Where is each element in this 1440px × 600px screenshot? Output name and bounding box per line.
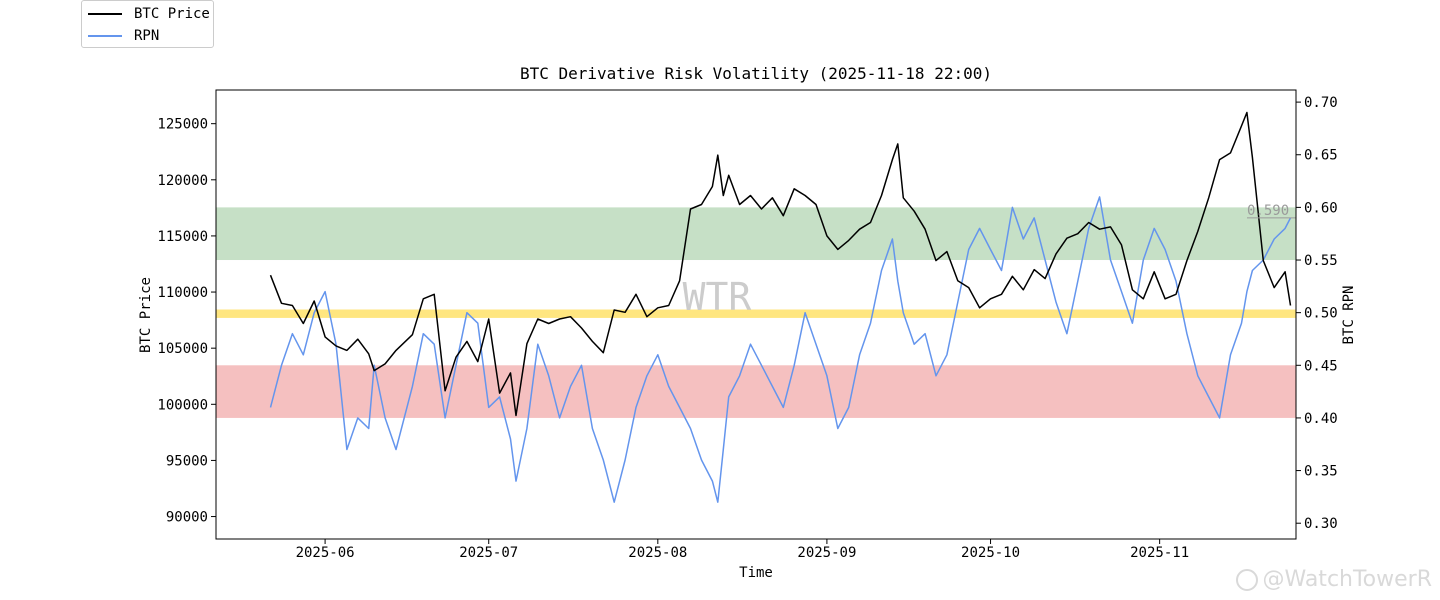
x-tick-label: 2025-11 xyxy=(1130,545,1189,561)
plot-frame xyxy=(215,89,1297,540)
y-right-tick-label: 0.50 xyxy=(1304,306,1338,322)
chart-title: BTC Derivative Risk Volatility (2025-11-… xyxy=(520,64,992,83)
last-value-label: 0.590 xyxy=(1247,203,1289,219)
high-risk-band xyxy=(216,207,1296,261)
y-right-tick-label: 0.60 xyxy=(1304,200,1338,216)
watermark-text: @WatchTowerR xyxy=(1262,567,1432,592)
legend-swatch-rpn xyxy=(88,35,122,37)
x-axis-label: Time xyxy=(739,565,773,581)
series-layer xyxy=(269,111,1296,503)
legend-label-rpn: RPN xyxy=(134,28,160,44)
axes-layer: 2025-06 2025-07 2025-08 2025-09 2025-10 2025-… xyxy=(157,95,1337,561)
watermark: @WatchTowerR xyxy=(1236,567,1432,592)
y-left-tick-label: 95000 xyxy=(166,453,208,469)
mid-line-band xyxy=(216,309,1296,318)
legend-label-btc-price: BTC Price xyxy=(134,6,210,22)
y-left-tick-label: 90000 xyxy=(166,510,208,526)
y-left-tick-label: 115000 xyxy=(157,229,208,245)
legend: BTC Price RPN xyxy=(81,0,214,48)
series-line-btc-price xyxy=(269,111,1292,417)
y-right-tick-label: 0.45 xyxy=(1304,358,1338,374)
legend-item-rpn: RPN xyxy=(88,26,159,46)
x-tick-label: 2025-08 xyxy=(628,545,687,561)
x-tick-label: 2025-09 xyxy=(797,545,856,561)
y-axis-label-left: BTC Price xyxy=(138,277,154,353)
series-line-rpn xyxy=(269,196,1292,503)
y-left-tick-label: 120000 xyxy=(157,173,208,189)
legend-swatch-btc-price xyxy=(88,13,122,15)
y-left-tick-label: 125000 xyxy=(157,117,208,133)
y-right-tick-label: 0.35 xyxy=(1304,464,1338,480)
y-right-tick-label: 0.70 xyxy=(1304,95,1338,111)
y-right-tick-label: 0.65 xyxy=(1304,148,1338,164)
y-right-tick-label: 0.40 xyxy=(1304,411,1338,427)
x-tick-label: 2025-07 xyxy=(459,545,518,561)
low-risk-band xyxy=(216,365,1296,418)
y-axis-label-right: BTC RPN xyxy=(1341,285,1357,344)
weibo-icon xyxy=(1236,568,1259,591)
y-left-tick-label: 110000 xyxy=(157,285,208,301)
center-watermark: WTR xyxy=(683,275,752,319)
y-left-tick-label: 100000 xyxy=(157,397,208,413)
y-right-tick-label: 0.30 xyxy=(1304,516,1338,532)
legend-item-btc-price: BTC Price xyxy=(88,4,210,24)
band-layer xyxy=(216,207,1296,418)
x-tick-label: 2025-10 xyxy=(961,545,1020,561)
y-left-tick-label: 105000 xyxy=(157,341,208,357)
y-right-tick-label: 0.55 xyxy=(1304,253,1338,269)
x-tick-label: 2025-06 xyxy=(296,545,355,561)
